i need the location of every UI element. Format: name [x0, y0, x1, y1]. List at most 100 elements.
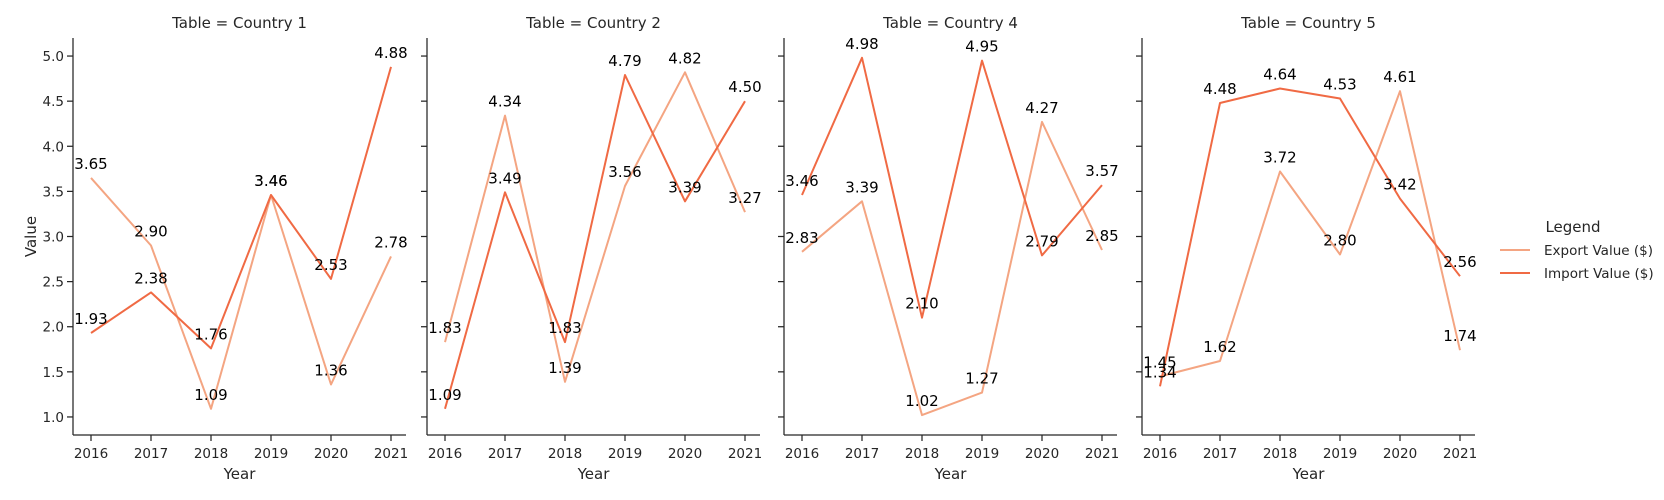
series-line-import-value	[90, 66, 392, 350]
data-label: 3.42	[1383, 176, 1416, 194]
data-label: 3.46	[254, 172, 287, 190]
data-label: 3.39	[845, 178, 878, 196]
x-tick-label: 2020	[1025, 446, 1059, 462]
series-line-export-value	[444, 71, 746, 383]
data-label: 4.34	[488, 93, 521, 111]
x-tick-label: 2018	[1263, 446, 1297, 462]
series-line-import-value	[444, 74, 746, 410]
y-tick-label: 1.0	[43, 410, 64, 426]
x-tick-label: 2021	[374, 446, 408, 462]
data-label: 1.83	[428, 319, 461, 337]
x-tick-label: 2017	[488, 446, 522, 462]
data-label: 2.10	[905, 295, 938, 313]
x-axis-label: Year	[934, 465, 968, 483]
data-label: 2.90	[134, 223, 167, 241]
data-label: 3.56	[608, 163, 641, 181]
x-tick-label: 2019	[1323, 446, 1357, 462]
x-tick-label: 2018	[194, 446, 228, 462]
x-tick-label: 2020	[668, 446, 702, 462]
x-tick-label: 2019	[254, 446, 288, 462]
x-tick-label: 2018	[905, 446, 939, 462]
y-tick-label: 2.5	[43, 275, 64, 291]
data-label: 4.64	[1263, 66, 1296, 84]
data-label: 1.62	[1203, 338, 1236, 356]
x-tick-label: 2021	[1443, 446, 1477, 462]
y-tick-label: 2.0	[43, 320, 64, 336]
series-line-export-value	[801, 120, 1103, 417]
data-label: 1.27	[965, 370, 998, 388]
data-label: 4.27	[1025, 99, 1058, 117]
panel-title: Table = Country 2	[525, 14, 661, 32]
data-label: 2.79	[1025, 232, 1058, 250]
data-label: 4.88	[374, 44, 407, 62]
data-label: 3.46	[254, 172, 287, 190]
y-axis-label: Value	[22, 216, 40, 257]
panel-2: Table = Country 2 2016 2017 2018 2019 2020 202…	[421, 14, 762, 483]
panel-1: Table = Country 1 1.0 1.5 2.0 2.5 3.0 3.5 4.0 4.…	[43, 14, 409, 483]
data-label: 4.79	[608, 52, 641, 70]
data-label: 2.56	[1443, 253, 1476, 271]
data-label: 2.85	[1085, 227, 1118, 245]
panel-4: Table = Country 5 2016 2017 2018 2019 2020 202…	[1136, 14, 1477, 483]
panel-title: Table = Country 5	[1240, 14, 1376, 32]
data-label: 1.83	[548, 319, 581, 337]
data-label: 2.53	[314, 256, 347, 274]
data-label: 3.57	[1085, 162, 1118, 180]
data-label: 1.93	[74, 310, 107, 328]
data-label: 2.83	[785, 229, 818, 247]
data-label: 4.50	[728, 78, 761, 96]
data-label: 4.48	[1203, 80, 1236, 98]
data-label: 1.09	[194, 386, 227, 404]
x-tick-label: 2016	[1143, 446, 1177, 462]
panel-title: Table = Country 4	[882, 14, 1018, 32]
x-tick-label: 2016	[785, 446, 819, 462]
series-line-import-value	[1159, 87, 1461, 387]
y-tick-label: 1.5	[43, 365, 64, 381]
y-tick-label: 3.0	[43, 230, 64, 246]
x-axis-label: Year	[223, 465, 257, 483]
x-tick-label: 2017	[1203, 446, 1237, 462]
x-axis-label: Year	[1292, 465, 1326, 483]
panel-3: Table = Country 4 2016 2017 2018 2019 2020 202…	[778, 14, 1119, 483]
data-label: 3.27	[728, 189, 761, 207]
y-tick-label: 4.5	[43, 94, 64, 110]
data-label: 4.53	[1323, 75, 1356, 93]
x-tick-label: 2018	[548, 446, 582, 462]
data-label: 1.39	[548, 359, 581, 377]
x-tick-label: 2020	[1383, 446, 1417, 462]
data-label: 3.46	[785, 172, 818, 190]
data-label: 2.38	[134, 269, 167, 287]
data-label: 1.36	[314, 361, 347, 379]
legend-entry: Import Value ($)	[1544, 266, 1654, 282]
data-label: 4.98	[845, 35, 878, 53]
data-label: 3.49	[488, 169, 521, 187]
data-label: 1.34	[1143, 363, 1176, 381]
panel-title: Table = Country 1	[171, 14, 307, 32]
data-label: 4.95	[965, 38, 998, 56]
x-tick-label: 2017	[134, 446, 168, 462]
x-tick-label: 2020	[314, 446, 348, 462]
series-line-export-value	[1159, 90, 1461, 378]
data-label: 3.65	[74, 155, 107, 173]
data-label: 1.74	[1443, 327, 1476, 345]
y-tick-label: 3.5	[43, 184, 64, 200]
x-tick-label: 2016	[428, 446, 462, 462]
data-label: 4.82	[668, 49, 701, 67]
y-tick-label: 5.0	[43, 49, 64, 65]
data-label: 3.72	[1263, 149, 1296, 167]
series-line-export-value	[90, 177, 392, 410]
data-label: 2.80	[1323, 232, 1356, 250]
x-axis-label: Year	[577, 465, 611, 483]
data-label: 1.76	[194, 325, 227, 343]
x-tick-label: 2017	[845, 446, 879, 462]
legend: Legend Export Value ($) Import Value ($)	[1500, 218, 1654, 282]
series-line-import-value	[801, 56, 1103, 319]
x-tick-label: 2021	[1085, 446, 1119, 462]
y-tick-label: 4.0	[43, 139, 64, 155]
data-label: 1.45	[1143, 353, 1176, 371]
data-label: 4.61	[1383, 68, 1416, 86]
x-tick-label: 2019	[965, 446, 999, 462]
x-tick-label: 2019	[608, 446, 642, 462]
data-label: 1.09	[428, 386, 461, 404]
